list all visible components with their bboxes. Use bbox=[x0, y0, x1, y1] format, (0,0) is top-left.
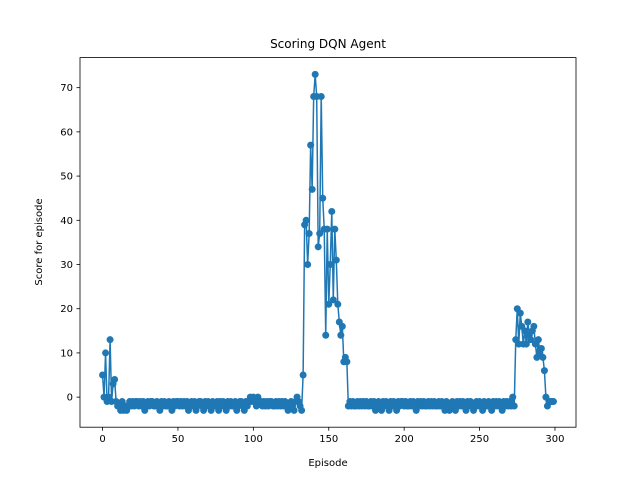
plot-area bbox=[99, 70, 557, 414]
point bbox=[521, 327, 529, 335]
y-tick-label: 50 bbox=[60, 172, 73, 183]
chart-title: Scoring DQN Agent bbox=[270, 37, 386, 51]
point bbox=[328, 207, 336, 215]
point bbox=[305, 230, 313, 238]
point bbox=[534, 336, 542, 344]
point bbox=[106, 336, 114, 344]
x-tick-label: 150 bbox=[319, 434, 338, 445]
point bbox=[302, 216, 310, 224]
point bbox=[314, 243, 322, 251]
point bbox=[298, 406, 306, 414]
point bbox=[111, 375, 119, 383]
point bbox=[319, 194, 327, 202]
point bbox=[343, 358, 351, 366]
point bbox=[316, 230, 324, 238]
point bbox=[304, 261, 312, 269]
point bbox=[322, 331, 330, 339]
point bbox=[549, 398, 557, 406]
point bbox=[527, 336, 535, 344]
point bbox=[307, 141, 315, 149]
x-tick-label: 300 bbox=[545, 434, 564, 445]
point bbox=[522, 340, 530, 348]
point bbox=[311, 70, 319, 78]
point bbox=[334, 300, 342, 308]
y-tick-label: 70 bbox=[60, 83, 73, 94]
point bbox=[338, 322, 346, 330]
point bbox=[537, 345, 545, 353]
y-tick-label: 30 bbox=[60, 260, 73, 271]
point bbox=[317, 93, 325, 101]
point bbox=[299, 371, 307, 379]
y-tick-label: 20 bbox=[60, 304, 73, 315]
point bbox=[524, 318, 532, 326]
y-tick-label: 60 bbox=[60, 127, 73, 138]
x-axis-label: Episode bbox=[308, 458, 347, 469]
point bbox=[331, 225, 339, 233]
point bbox=[337, 331, 345, 339]
point bbox=[332, 256, 340, 264]
point bbox=[530, 322, 538, 330]
point bbox=[540, 367, 548, 375]
point bbox=[509, 393, 517, 401]
point bbox=[326, 261, 334, 269]
point bbox=[329, 296, 337, 304]
x-tick-label: 250 bbox=[470, 434, 489, 445]
point bbox=[102, 349, 110, 357]
x-tick-label: 200 bbox=[395, 434, 414, 445]
point bbox=[325, 300, 333, 308]
x-tick-label: 50 bbox=[172, 434, 185, 445]
point bbox=[99, 371, 107, 379]
point bbox=[510, 402, 518, 410]
x-tick-label: 100 bbox=[244, 434, 263, 445]
y-tick-label: 0 bbox=[67, 393, 73, 404]
point bbox=[539, 353, 547, 361]
point bbox=[308, 185, 316, 193]
axes-frame bbox=[79, 57, 577, 428]
x-tick-label: 0 bbox=[99, 434, 105, 445]
point bbox=[516, 309, 524, 317]
y-tick-label: 10 bbox=[60, 348, 73, 359]
point bbox=[323, 225, 331, 233]
y-axis-label: Score for episode bbox=[34, 198, 45, 285]
y-tick-label: 40 bbox=[60, 216, 73, 227]
point bbox=[290, 406, 298, 414]
